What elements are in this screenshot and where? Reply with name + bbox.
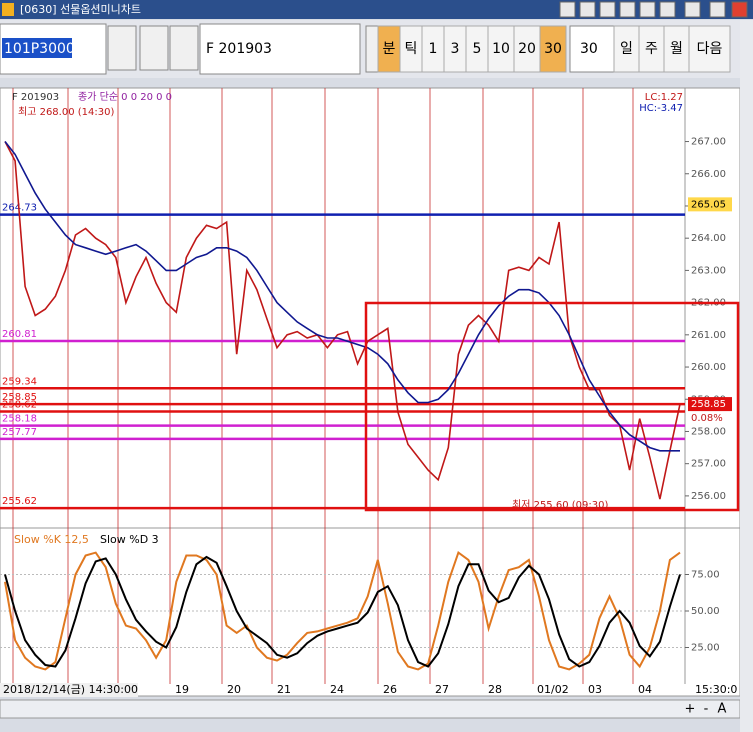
- time-label: 20: [227, 683, 241, 696]
- interval-label: 10: [492, 41, 510, 57]
- period-text: 30: [580, 41, 598, 57]
- annotation: 최고 268.00 (14:30): [18, 106, 114, 118]
- level-label: 258.18: [2, 414, 37, 425]
- interval-label: 20: [518, 41, 536, 57]
- selection: [2, 38, 72, 58]
- time-label: 28: [488, 683, 502, 696]
- close-button[interactable]: [731, 1, 748, 18]
- scrollbar[interactable]: [0, 699, 741, 719]
- c-button[interactable]: [139, 25, 169, 71]
- button[interactable]: [709, 1, 726, 18]
- side-panel: [740, 20, 753, 732]
- time-label: 01/02: [537, 683, 569, 696]
- interval-button[interactable]: [539, 25, 567, 73]
- annotation: HC:-3.47: [639, 103, 683, 114]
- window-title: [0630] 선물옵션미니차트: [20, 3, 141, 16]
- period-label: 일: [620, 41, 633, 57]
- level-label: 259.34: [2, 376, 37, 387]
- change-label: 0.08%: [691, 413, 723, 424]
- y-tick-label: 261.00: [691, 330, 726, 341]
- interval-button[interactable]: [487, 25, 515, 73]
- interval-label: 3: [451, 41, 460, 57]
- button[interactable]: [599, 1, 616, 18]
- chart-title: F 201903: [12, 92, 59, 103]
- annotation: LC:1.27: [645, 92, 683, 103]
- y-tick-label: 260.00: [691, 362, 726, 373]
- level-label: 255.62: [2, 496, 37, 507]
- window-buttons[interactable]: [559, 1, 748, 18]
- level-label: 257.77: [2, 427, 37, 438]
- chart-subtitle: 종가 단순 0 0 20 0 0: [78, 91, 172, 103]
- time-label: 27: [435, 683, 449, 696]
- symbol-text: F 201903: [206, 41, 272, 57]
- time-label: 03: [588, 683, 602, 696]
- button[interactable]: [559, 1, 576, 18]
- interval-button[interactable]: [513, 25, 541, 73]
- time-label-bg: [0, 683, 138, 697]
- level-label: 258.62: [2, 399, 37, 410]
- scroll-button[interactable]: -: [704, 702, 709, 717]
- highlight-box: [364, 301, 740, 512]
- price-tag-label: 265.05: [691, 199, 726, 210]
- interval-label: 30: [544, 41, 562, 57]
- series-line: [4, 141, 681, 500]
- interval-label: 1: [429, 41, 438, 57]
- y-tick-label: 267.00: [691, 137, 726, 148]
- time-label: 26: [383, 683, 397, 696]
- price-tag-label: 258.85: [691, 399, 726, 410]
- series-line: [4, 555, 681, 668]
- y-tick-label: 50.00: [691, 606, 720, 617]
- time-label: 2018/12/14(금) 14:30:00: [3, 683, 138, 696]
- button[interactable]: [684, 1, 701, 18]
- spin-button[interactable]: [169, 25, 199, 71]
- y-tick-label: 256.00: [691, 491, 726, 502]
- app-icon: [2, 3, 14, 16]
- interval-label: 분: [383, 41, 396, 57]
- code-text: 101P3000: [4, 41, 75, 57]
- y-tick-label: 266.00: [691, 169, 726, 180]
- time-label: 04: [638, 683, 652, 696]
- button[interactable]: [639, 1, 656, 18]
- y-tick-label: 75.00: [691, 570, 720, 581]
- interval-label: 5: [473, 41, 482, 57]
- time-label: 15:30:0: [695, 683, 737, 696]
- period-button[interactable]: [613, 25, 640, 73]
- time-label: 19: [175, 683, 189, 696]
- y-tick-label: 258.00: [691, 426, 726, 437]
- symbol-field[interactable]: [199, 23, 361, 75]
- y-tick-label: 264.00: [691, 233, 726, 244]
- search-button[interactable]: [107, 25, 137, 71]
- legend-entry: Slow %K 12,5: [14, 533, 89, 546]
- series-line: [4, 141, 680, 452]
- period-label: 월: [670, 41, 683, 57]
- period-label: 다음: [697, 41, 723, 57]
- price-tag: [688, 197, 732, 212]
- level-label: 258.85: [2, 392, 37, 403]
- annotation: 최저 255.60 (09:30): [512, 499, 608, 511]
- price-tag: [688, 397, 732, 412]
- button[interactable]: [619, 1, 636, 18]
- interval-label: 틱: [405, 41, 418, 57]
- y-tick-label: 263.00: [691, 265, 726, 276]
- level-label: 260.81: [2, 329, 37, 340]
- button[interactable]: [579, 1, 596, 18]
- legend-entry: Slow %D 3: [100, 533, 159, 546]
- period-button[interactable]: [638, 25, 665, 73]
- time-label: 21: [277, 683, 291, 696]
- scroll-button[interactable]: A: [718, 702, 727, 717]
- time-label: 24: [330, 683, 344, 696]
- scroll-button[interactable]: +: [685, 702, 696, 717]
- y-tick-label: 257.00: [691, 459, 726, 470]
- button[interactable]: [659, 1, 676, 18]
- y-tick-label: 25.00: [691, 643, 720, 654]
- period-label: 주: [645, 41, 658, 57]
- period-button[interactable]: [688, 25, 731, 73]
- prev-button[interactable]: [365, 25, 379, 73]
- chart-area: [0, 87, 741, 697]
- series-line: [4, 550, 681, 671]
